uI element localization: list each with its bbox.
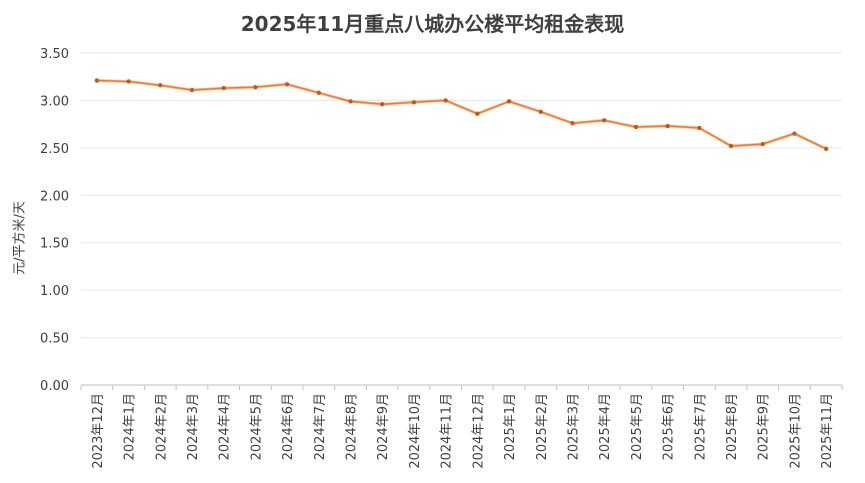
chart-title: 2025年11月重点八城办公楼平均租金表现 — [240, 12, 625, 36]
data-point — [189, 87, 195, 93]
x-tick-label: 2025年11月 — [820, 393, 835, 469]
series-line — [96, 79, 827, 150]
x-tick-label: 2024年4月 — [218, 393, 233, 460]
data-point — [506, 99, 512, 104]
x-tick-label: 2024年12月 — [471, 393, 486, 469]
data-point — [94, 78, 100, 83]
x-tick-label: 2025年3月 — [566, 393, 581, 460]
x-tick-label: 2024年11月 — [440, 393, 455, 469]
y-tick-label: 1.00 — [40, 284, 69, 299]
x-tick-label: 2025年10月 — [788, 393, 803, 469]
x-tick-label: 2025年9月 — [757, 393, 772, 460]
data-point — [443, 98, 448, 103]
x-tick-label: 2024年5月 — [249, 393, 264, 460]
x-tick-label: 2025年5月 — [630, 393, 645, 460]
x-tick-label: 2024年1月 — [123, 393, 138, 460]
x-tick-label: 2025年1月 — [503, 393, 518, 460]
x-tick-label: 2025年4月 — [598, 393, 613, 460]
data-point — [284, 82, 290, 87]
data-point — [380, 102, 385, 107]
data-point — [538, 109, 543, 115]
y-tick-label: 2.00 — [40, 189, 69, 204]
x-tick-label: 2024年3月 — [186, 393, 201, 460]
x-tick-label: 2023年12月 — [91, 393, 106, 469]
x-tick-label: 2024年9月 — [376, 393, 391, 460]
data-point — [126, 79, 131, 84]
data-point — [633, 124, 639, 130]
data-point — [760, 141, 765, 147]
y-tick-label: 1.50 — [40, 237, 69, 252]
data-point — [601, 118, 607, 123]
data-point — [665, 123, 670, 129]
x-tick-label: 2024年7月 — [313, 393, 328, 460]
x-tick-label: 2025年7月 — [693, 393, 708, 460]
data-point — [221, 85, 226, 91]
x-tick-label: 2025年6月 — [662, 393, 677, 460]
data-point — [475, 111, 480, 116]
x-tick-label: 2024年6月 — [281, 393, 296, 460]
data-point — [728, 143, 734, 149]
data-point — [823, 146, 829, 152]
y-tick-label: 3.00 — [40, 94, 69, 109]
data-point — [697, 125, 702, 131]
data-point — [316, 90, 322, 96]
data-point — [570, 120, 575, 126]
data-point — [348, 99, 353, 104]
y-tick-label: 0.00 — [40, 379, 69, 394]
y-tick-label: 2.50 — [40, 142, 69, 157]
data-point — [253, 84, 258, 90]
x-tick-label: 2025年2月 — [535, 393, 550, 460]
x-tick-label: 2025年8月 — [725, 393, 740, 460]
x-tick-label: 2024年10月 — [408, 393, 423, 469]
y-tick-label: 3.50 — [40, 47, 69, 62]
data-point — [411, 100, 417, 105]
y-tick-label: 0.50 — [40, 332, 69, 347]
x-tick-label: 2024年8月 — [345, 393, 360, 460]
x-tick-label: 2024年2月 — [154, 393, 169, 460]
data-point — [158, 83, 163, 88]
data-point — [792, 131, 797, 136]
